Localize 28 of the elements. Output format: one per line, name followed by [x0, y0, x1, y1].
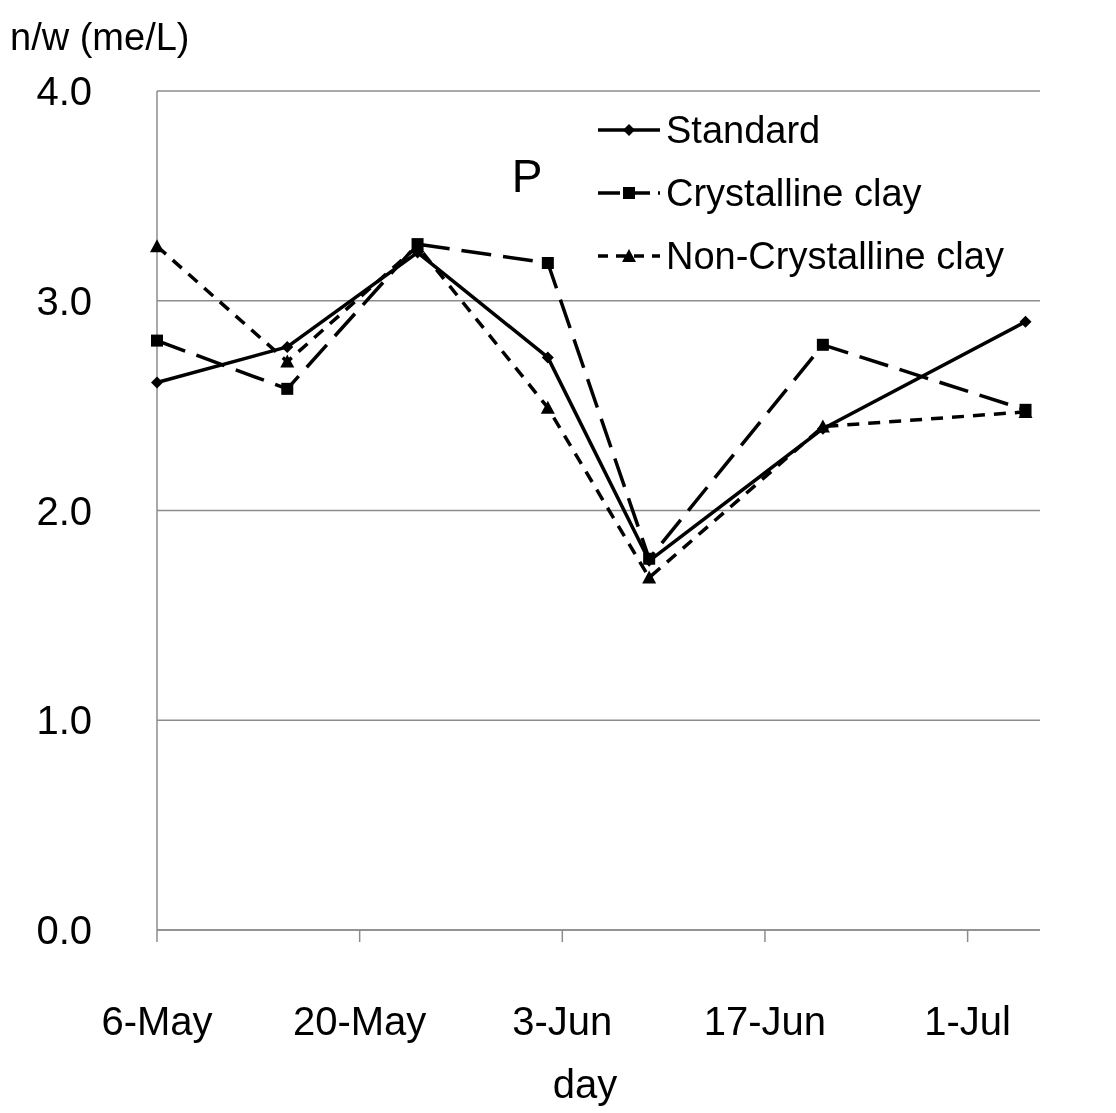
x-tick-label: 1-Jul — [924, 999, 1011, 1043]
legend-label: Non-Crystalline clay — [666, 235, 1004, 277]
y-tick-label: 4.0 — [36, 69, 92, 113]
y-axis-title: n/w (me/L) — [10, 16, 190, 58]
point — [541, 257, 554, 269]
point — [816, 338, 829, 351]
y-tick-label: 2.0 — [36, 488, 92, 533]
x-tick-label: 6-May — [101, 999, 213, 1043]
point — [642, 570, 657, 584]
legend-label: Standard — [666, 109, 821, 151]
point — [541, 351, 554, 364]
y-tick-label: 1.0 — [36, 698, 92, 743]
point — [1019, 315, 1032, 328]
x-tick-label: 20-May — [292, 999, 427, 1043]
point — [151, 376, 163, 389]
annotation: P — [511, 150, 543, 202]
point — [281, 340, 294, 353]
y-tick-label: 0.0 — [36, 908, 92, 952]
point — [281, 382, 294, 395]
point — [151, 334, 163, 347]
point — [280, 354, 295, 368]
x-tick-label: 3-Jun — [512, 999, 613, 1043]
point — [540, 400, 555, 414]
x-axis-title: day — [552, 1062, 618, 1106]
x-tick-label: 17-Jun — [703, 999, 827, 1043]
legend-label: Crystalline clay — [666, 172, 922, 214]
y-tick-label: 3.0 — [36, 278, 92, 323]
point — [150, 239, 164, 253]
